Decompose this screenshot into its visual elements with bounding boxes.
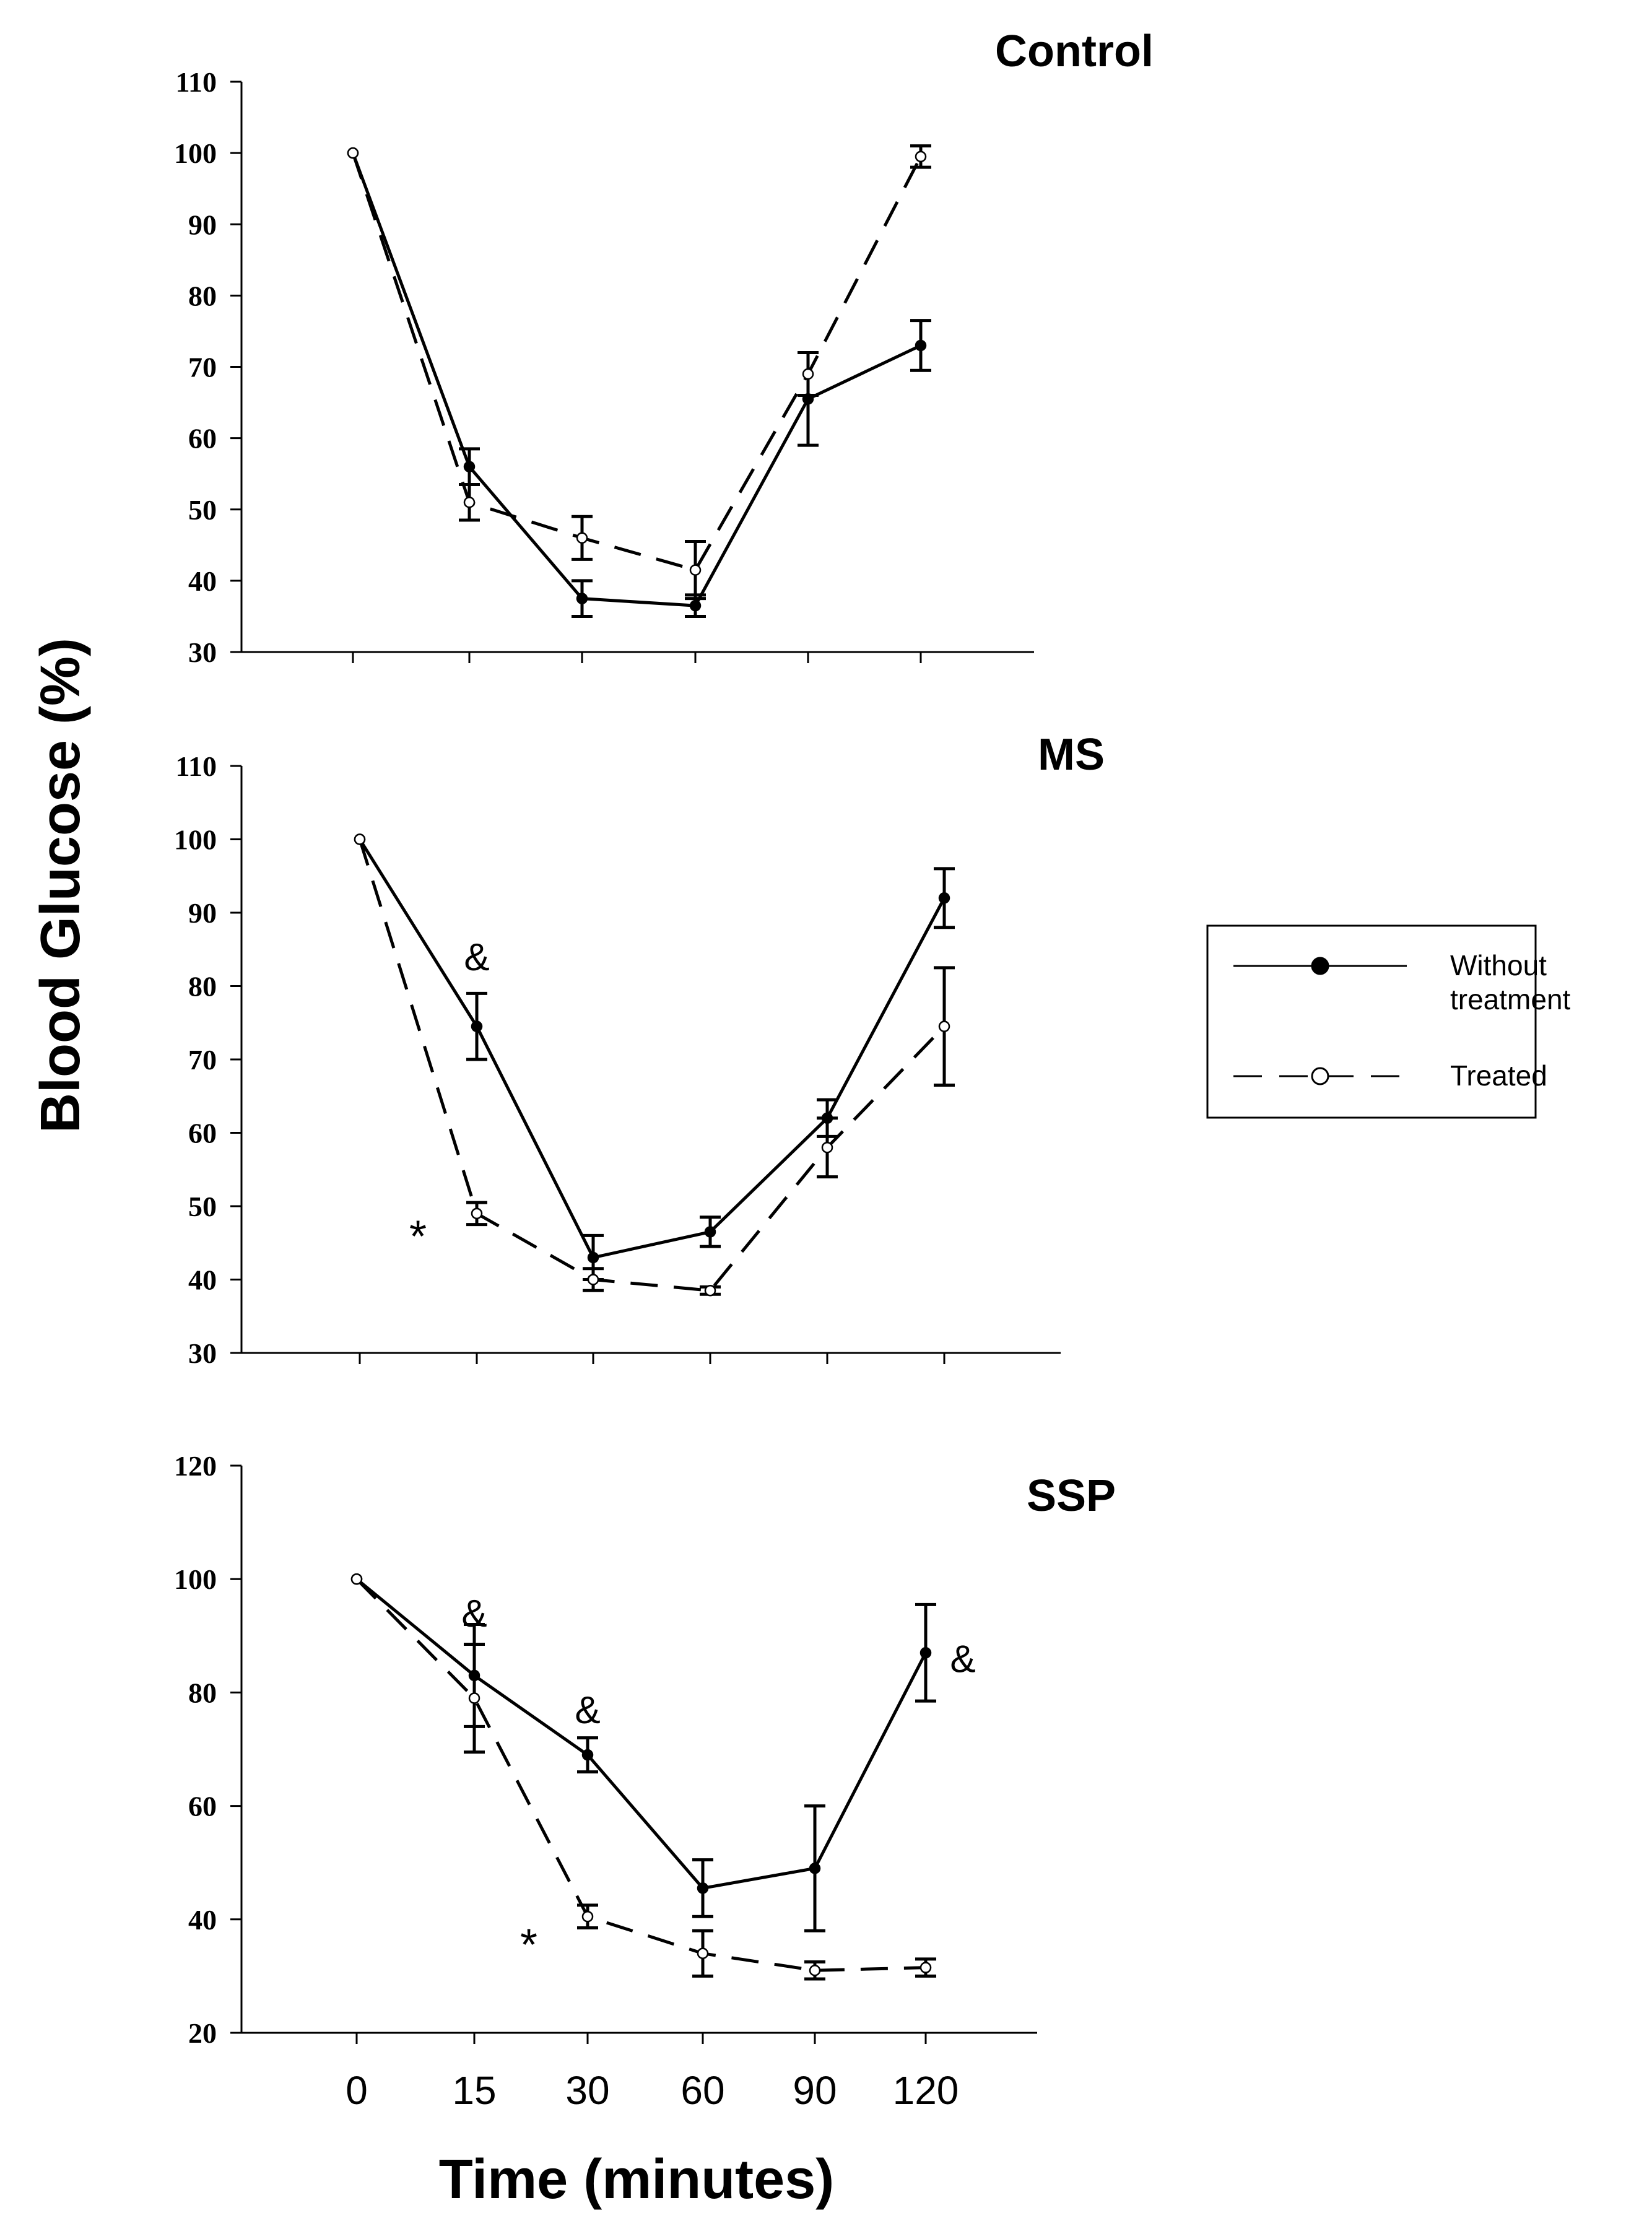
y-axis-label: Blood Glucose (%): [30, 638, 92, 1133]
data-point-treated: [347, 147, 359, 159]
series-line-without-treatment: [351, 152, 922, 607]
y-tick-label: 60: [188, 423, 217, 454]
legend: Without treatment Treated: [1206, 924, 1571, 1119]
series-line-treated: [355, 1578, 926, 1972]
annotation-star: *: [520, 1920, 537, 1970]
legend-item-without-treatment: Without treatment: [1233, 949, 1571, 1015]
series-line-treated: [351, 152, 923, 572]
y-tick-label: 70: [188, 1044, 217, 1076]
annotation-star: *: [409, 1212, 427, 1262]
y-tick-label: 100: [174, 1563, 217, 1595]
x-axis-label: Time (minutes): [439, 2149, 834, 2211]
annotation-ampersand: &: [575, 1689, 600, 1732]
panel-title: SSP: [1027, 1471, 1116, 1521]
y-tick-label: 90: [188, 209, 217, 240]
data-point-without-treatment: [576, 593, 588, 604]
series-without-treatment: [354, 833, 955, 1281]
chart-panels: 30 40 50 60 70 80 90 100 110 Control 30 40 50 60 70 80 9…: [174, 27, 1154, 2113]
y-tick-label: 40: [188, 1904, 217, 1936]
legend-open-marker: [1311, 1067, 1329, 1085]
panel-title: MS: [1038, 730, 1105, 780]
y-tick-label: 90: [188, 897, 217, 929]
y-tick-label: 30: [188, 637, 217, 668]
y-tick-label: 50: [188, 494, 217, 526]
data-point-without-treatment: [919, 1647, 932, 1659]
y-tick-label: 20: [188, 2017, 217, 2049]
data-point-treated: [802, 368, 814, 380]
y-tick-label: 50: [188, 1191, 217, 1222]
data-point-without-treatment: [587, 1251, 599, 1264]
data-point-treated: [354, 833, 366, 845]
series-treated: [347, 144, 931, 601]
x-tick-label: 90: [793, 2068, 837, 2113]
y-tick-label: 100: [174, 137, 217, 169]
series-line-without-treatment: [358, 838, 946, 1259]
y-tick-label: 80: [188, 971, 217, 1002]
data-point-treated: [576, 532, 588, 544]
annotation-ampersand: &: [461, 1593, 487, 1635]
chart-panel-control: 30 40 50 60 70 80 90 100 110 Control: [174, 27, 1154, 668]
y-tick-label: 60: [188, 1791, 217, 1822]
data-point-without-treatment: [809, 1863, 821, 1874]
data-point-without-treatment: [581, 1749, 594, 1761]
legend-label-line-2: treatment: [1450, 983, 1571, 1015]
y-tick-label: 110: [176, 750, 217, 782]
chart-panel-ms: 30 40 50 60 70 80 90 100 110 MS & *: [174, 730, 1105, 1369]
data-point-without-treatment: [471, 1020, 483, 1032]
y-tick-label: 40: [188, 1264, 217, 1296]
data-point-without-treatment: [704, 1226, 716, 1238]
legend-label-treated: Treated: [1450, 1059, 1547, 1092]
legend-label-line-1: Without: [1450, 949, 1547, 981]
series-treated: [354, 833, 955, 1297]
x-tick-label: 60: [680, 2068, 724, 2113]
series-line-treated: [358, 838, 946, 1292]
y-tick-label: 100: [174, 824, 217, 856]
y-tick-label: 30: [188, 1337, 217, 1369]
data-point-treated: [704, 1285, 716, 1297]
series-line-without-treatment: [355, 1578, 928, 1890]
legend-item-treated: Treated: [1233, 1059, 1547, 1092]
data-point-treated: [915, 150, 927, 163]
data-point-treated: [471, 1207, 483, 1220]
data-point-without-treatment: [689, 599, 702, 612]
data-point-treated: [463, 496, 476, 508]
series-treated: [350, 1573, 936, 1981]
y-tick-label: 80: [188, 1677, 217, 1708]
x-tick-label: 0: [346, 2068, 368, 2113]
annotation-ampersand: &: [464, 936, 489, 979]
data-point-without-treatment: [697, 1882, 709, 1894]
data-point-treated: [581, 1910, 594, 1923]
data-point-treated: [468, 1692, 480, 1704]
data-point-treated: [587, 1274, 599, 1285]
data-point-treated: [938, 1020, 950, 1032]
panel-title: Control: [995, 27, 1154, 76]
data-point-treated: [689, 564, 702, 576]
chart-panel-ssp: 20 40 60 80 100 120 0 15 30 60 90 120 SSP & & & *: [174, 1450, 1116, 2113]
y-tick-label: 70: [188, 352, 217, 383]
y-tick-label: 40: [188, 565, 217, 597]
data-point-treated: [350, 1573, 363, 1585]
y-tick-label: 60: [188, 1118, 217, 1149]
y-tick-label: 120: [174, 1450, 217, 1482]
x-tick-label: 15: [452, 2068, 496, 2113]
legend-filled-marker: [1311, 957, 1329, 975]
data-point-treated: [821, 1141, 833, 1154]
data-point-treated: [809, 1964, 821, 1976]
data-point-treated: [697, 1947, 709, 1960]
series-without-treatment: [350, 1573, 936, 1933]
annotation-ampersand: &: [950, 1638, 975, 1680]
legend-box: [1206, 924, 1537, 1119]
data-point-treated: [919, 1962, 932, 1973]
series-without-treatment: [347, 147, 931, 618]
data-point-without-treatment: [915, 339, 927, 352]
y-tick-label: 80: [188, 280, 217, 311]
data-point-without-treatment: [938, 892, 950, 904]
data-point-without-treatment: [463, 461, 476, 472]
x-tick-label: 120: [893, 2068, 959, 2113]
x-tick-label: 30: [565, 2068, 609, 2113]
y-tick-label: 110: [176, 66, 217, 98]
